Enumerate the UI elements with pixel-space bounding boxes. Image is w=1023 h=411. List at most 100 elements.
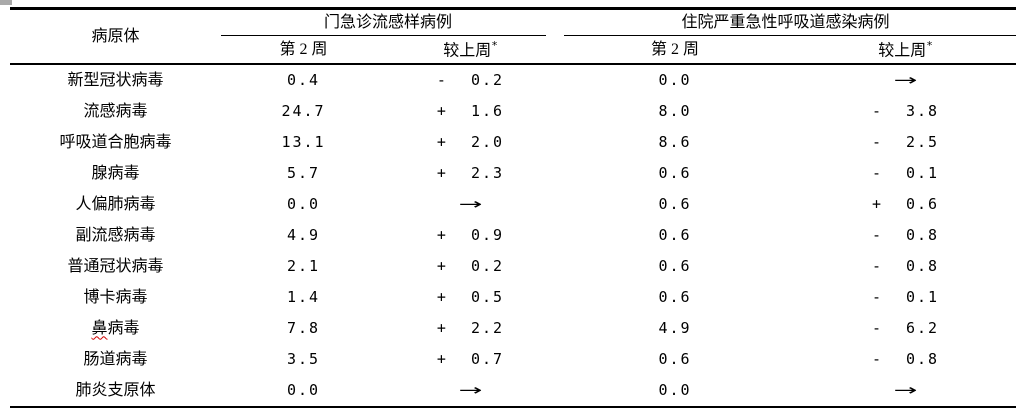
sari-week2-cell: 0.6 — [555, 282, 795, 313]
change-value: + 0.7 — [436, 350, 505, 369]
header-group-sari-label: 住院严重急性呼吸道感染病例 — [681, 14, 890, 32]
week2-value: 0.6 — [658, 257, 692, 276]
table-body: 新型冠状病毒 0.4 - 0.2 0.0 → 流感病毒 24.7 + 1.6 8… — [10, 64, 1017, 408]
header-ili-week2: 第 2 周 — [221, 36, 386, 65]
change-value: → — [893, 71, 918, 90]
change-value: - 0.8 — [871, 226, 940, 245]
change-value: → — [893, 381, 918, 400]
week2-value: 4.9 — [286, 226, 321, 245]
header-ili-change: 较上周* — [386, 36, 556, 65]
table-row: 新型冠状病毒 0.4 - 0.2 0.0 → — [10, 64, 1016, 96]
header-group-ili-label: 门急诊流感样病例 — [324, 14, 453, 32]
header-group-row: 病原体 门急诊流感样病例 住院严重急性呼吸道感染病例 — [10, 7, 1017, 65]
ili-change-cell: + 0.2 — [386, 251, 555, 282]
pathogen-name: 新型冠状病毒 — [67, 71, 164, 89]
ili-week2-cell: 13.1 — [221, 127, 386, 158]
sari-change-cell: - 3.8 — [795, 96, 1016, 127]
week2-value: 0.0 — [658, 381, 692, 400]
table-row: 腺病毒 5.7 + 2.3 0.6 - 0.1 — [10, 158, 1016, 189]
ili-change-cell: + 0.7 — [386, 344, 555, 375]
week2-value: 5.7 — [286, 164, 321, 183]
ili-change-cell: + 2.3 — [386, 158, 555, 189]
header-sari-change: 较上周* — [795, 36, 1017, 65]
pathogen-name: 副流感病毒 — [75, 226, 156, 244]
table-header: 病原体 门急诊流感样病例 住院严重急性呼吸道感染病例 第 2 周 较上周* 第 … — [10, 7, 1017, 65]
sari-week2-cell: 0.0 — [555, 64, 795, 96]
ili-change-cell: + 0.9 — [386, 220, 555, 251]
header-sari-change-label: 较上周 — [878, 41, 927, 59]
header-group-ili: 门急诊流感样病例 — [221, 7, 556, 37]
change-value: + 1.6 — [436, 102, 505, 121]
pathogen-name: 普通冠状病毒 — [67, 257, 164, 275]
pathogen-name-cell: 普通冠状病毒 — [10, 251, 221, 282]
sari-week2-cell: 8.0 — [555, 96, 795, 127]
week2-value: 13.1 — [281, 133, 326, 152]
week2-value: 0.4 — [286, 71, 321, 90]
pathogen-name: 流感病毒 — [83, 102, 148, 120]
spellcheck-wavy-underline: 鼻 — [91, 319, 108, 337]
table-row: 鼻病毒 7.8 + 2.2 4.9 - 6.2 — [10, 313, 1016, 344]
change-value: - 3.8 — [871, 102, 940, 121]
header-sub-row: 第 2 周 较上周* 第 2 周 较上周* — [10, 36, 1017, 65]
sari-change-cell: - 0.8 — [795, 220, 1016, 251]
sari-change-cell: + 0.6 — [795, 189, 1016, 220]
change-value: + 0.6 — [871, 195, 940, 214]
ili-week2-cell: 1.4 — [221, 282, 386, 313]
sari-change-cell: - 0.8 — [795, 344, 1016, 375]
week2-value: 3.5 — [286, 350, 321, 369]
table-row: 呼吸道合胞病毒 13.1 + 2.0 8.6 - 2.5 — [10, 127, 1016, 158]
sari-change-cell: - 0.1 — [795, 158, 1016, 189]
ili-change-cell: + 2.0 — [386, 127, 555, 158]
footnote-asterisk: * — [491, 38, 498, 52]
table-row: 博卡病毒 1.4 + 0.5 0.6 - 0.1 — [10, 282, 1016, 313]
ili-week2-cell: 4.9 — [221, 220, 386, 251]
header-sari-week2-label: 第 2 周 — [651, 40, 700, 58]
ili-week2-cell: 2.1 — [221, 251, 386, 282]
pathogen-name-cell: 新型冠状病毒 — [10, 64, 221, 96]
week2-value: 0.6 — [658, 195, 692, 214]
week2-value: 0.6 — [658, 350, 692, 369]
pathogen-name: 腺病毒 — [91, 164, 140, 182]
change-value: + 0.2 — [436, 257, 505, 276]
week2-value: 7.8 — [286, 319, 321, 338]
change-value: - 0.8 — [871, 257, 940, 276]
week2-value: 0.0 — [286, 381, 321, 400]
week2-value: 0.6 — [658, 288, 692, 307]
sari-week2-cell: 0.0 — [555, 375, 796, 408]
pathogen-name-cell: 肠道病毒 — [10, 344, 221, 375]
week2-value: 0.0 — [658, 71, 692, 90]
ili-week2-cell: 3.5 — [221, 344, 386, 375]
pathogen-name-cell: 副流感病毒 — [10, 220, 221, 251]
pathogen-name-cell: 人偏肺病毒 — [10, 189, 221, 220]
pathogen-name-cell: 博卡病毒 — [10, 282, 221, 313]
ili-change-cell: + 0.5 — [386, 282, 555, 313]
pathogen-name: 病毒 — [107, 319, 140, 337]
table-row: 人偏肺病毒 0.0 → 0.6 + 0.6 — [10, 189, 1016, 220]
sari-change-cell: → — [795, 375, 1017, 408]
ili-week2-cell: 7.8 — [221, 313, 386, 344]
week2-value: 8.6 — [658, 133, 692, 152]
pathogen-name-cell: 肺炎支原体 — [10, 375, 221, 408]
header-sari-week2: 第 2 周 — [555, 36, 796, 65]
table-row: 副流感病毒 4.9 + 0.9 0.6 - 0.8 — [10, 220, 1016, 251]
ili-change-cell: → — [386, 189, 555, 220]
week2-value: 0.6 — [658, 164, 692, 183]
change-value: + 2.0 — [436, 133, 505, 152]
sari-change-cell: - 0.8 — [795, 251, 1016, 282]
change-value: + 2.2 — [436, 319, 505, 338]
ili-change-cell: - 0.2 — [386, 64, 555, 96]
ili-week2-cell: 0.4 — [221, 64, 386, 96]
corner-artifact — [0, 0, 12, 5]
ili-week2-cell: 0.0 — [221, 189, 386, 220]
change-value: - 0.2 — [436, 71, 505, 90]
header-ili-change-label: 较上周 — [443, 41, 492, 59]
pathogen-name-cell: 流感病毒 — [10, 96, 221, 127]
sari-week2-cell: 0.6 — [555, 189, 795, 220]
sari-change-cell: → — [795, 64, 1016, 96]
ili-week2-cell: 5.7 — [221, 158, 386, 189]
change-value: + 0.9 — [436, 226, 505, 245]
week2-value: 8.0 — [658, 102, 692, 121]
pathogen-name-cell: 呼吸道合胞病毒 — [10, 127, 221, 158]
change-value: - 0.1 — [871, 288, 940, 307]
table-row: 流感病毒 24.7 + 1.6 8.0 - 3.8 — [10, 96, 1016, 127]
